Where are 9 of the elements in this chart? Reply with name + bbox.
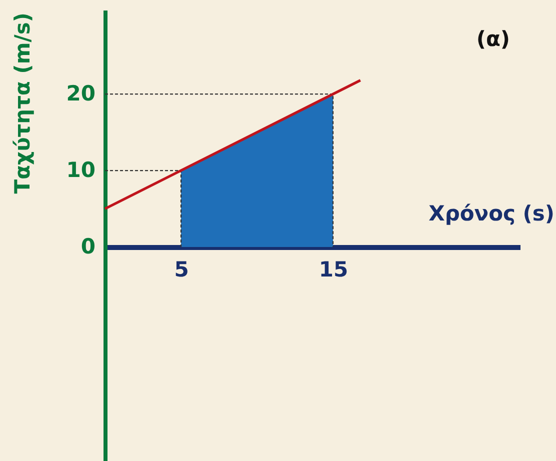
y-axis-title: Ταχύτητα (m/s) <box>10 12 34 194</box>
y-tick-label: 20 <box>66 82 96 106</box>
x-axis-title: Χρόνος (s) <box>428 201 554 226</box>
line-series <box>104 79 362 210</box>
y-tick-label: 0 <box>80 234 96 258</box>
x-tick-label: 5 <box>174 257 189 282</box>
x-tick-label: 15 <box>318 257 348 282</box>
y-tick-label: 10 <box>66 158 96 182</box>
text: (α) <box>476 27 510 51</box>
